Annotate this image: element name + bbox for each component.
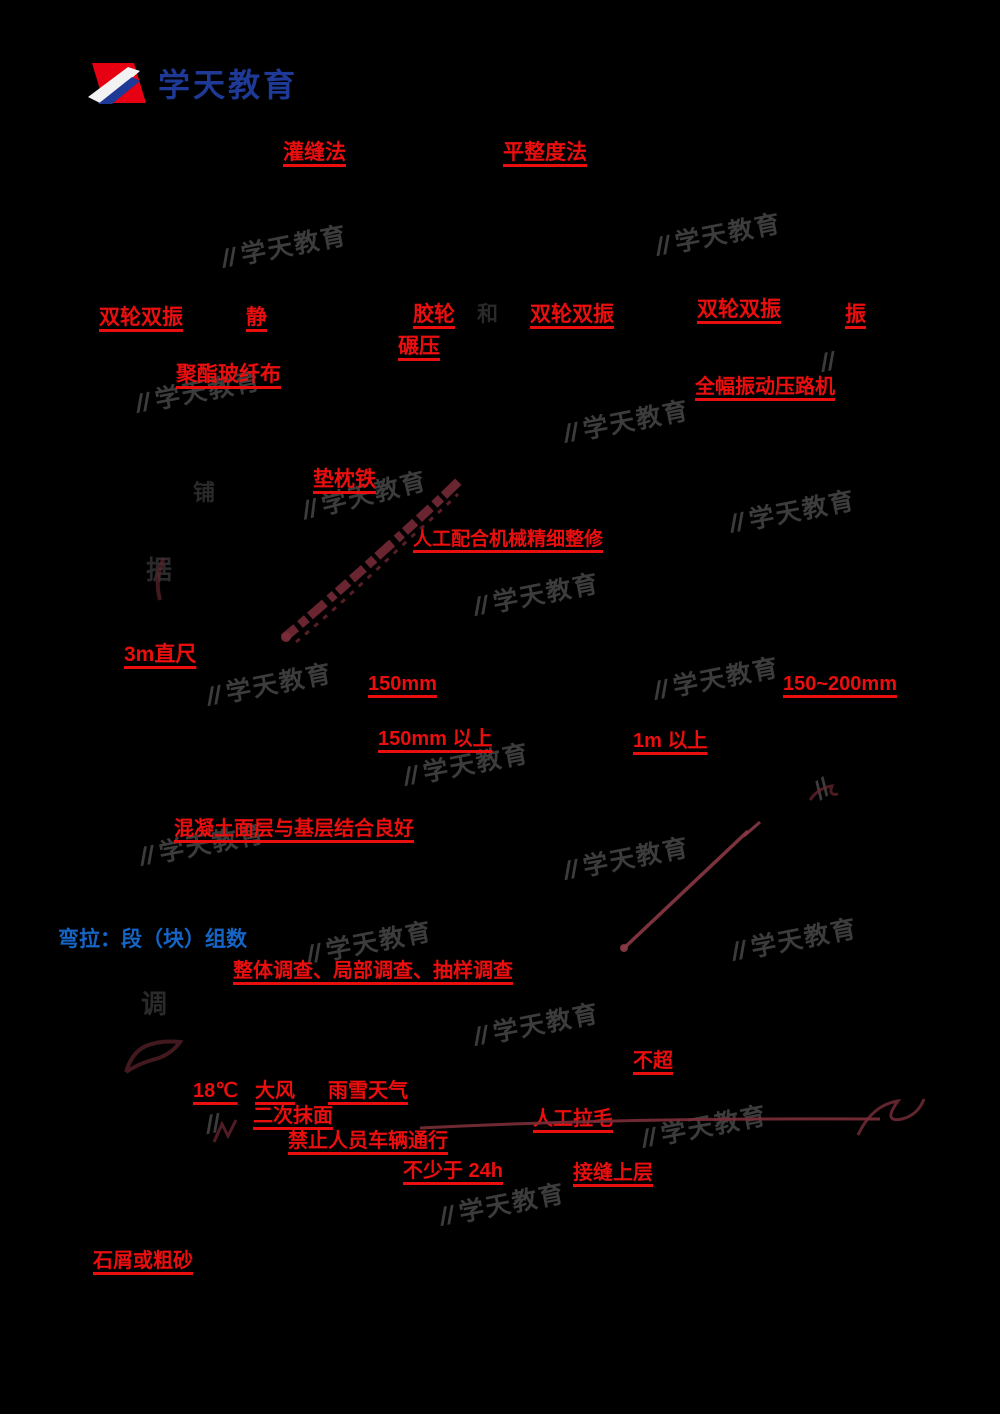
answer-dafeng: 大风 bbox=[255, 1080, 295, 1102]
watermark-swoosh-icon: // bbox=[727, 508, 747, 539]
answer-surface-base-bond: 混凝土面层与基层结合良好 bbox=[174, 818, 414, 840]
watermark: //学天教育 bbox=[470, 994, 602, 1054]
answer-jiaolun: 胶轮 bbox=[413, 303, 455, 326]
watermark-swoosh-icon: // bbox=[818, 347, 837, 378]
watermark-swoosh-icon: // bbox=[401, 761, 421, 792]
xuetian-logo-text: 学天教育 bbox=[158, 67, 299, 103]
answer-jiefeng-shangceng: 接缝上层 bbox=[573, 1162, 653, 1184]
answer-dianzhentie: 垫枕铁 bbox=[313, 468, 376, 491]
watermark: //学天教育 bbox=[203, 654, 335, 714]
answer-150-200mm: 150~200mm bbox=[783, 673, 897, 695]
answer-3m-straightedge: 3m直尺 bbox=[124, 643, 197, 666]
watermark-text: 学天教育 bbox=[672, 209, 785, 258]
watermark: //学天教育 bbox=[218, 216, 350, 276]
watermark-text: 学天教育 bbox=[658, 1101, 771, 1150]
answer-150mm: 150mm bbox=[368, 673, 437, 695]
answer-single-char-zhen: 振 bbox=[845, 303, 866, 326]
watermark-swoosh-icon: // bbox=[561, 855, 581, 886]
watermark-swoosh-icon: // bbox=[219, 243, 239, 274]
watermark-text: 学天教育 bbox=[746, 486, 859, 535]
watermark-swoosh-icon: // bbox=[653, 231, 673, 262]
answer-manual-texturing: 人工拉毛 bbox=[533, 1108, 613, 1130]
answer-geotextile: 聚酯玻纤布 bbox=[176, 363, 281, 386]
answer-no-traffic: 禁止人员车辆通行 bbox=[288, 1130, 448, 1152]
watermark-swoosh-icon: // bbox=[808, 774, 836, 805]
text-puzhu: 铺 bbox=[193, 480, 216, 505]
watermark: //学天教育 bbox=[638, 1096, 770, 1156]
answer-roller-mid: 双轮双振 bbox=[530, 303, 614, 326]
watermark-swoosh-icon: // bbox=[203, 1109, 222, 1140]
answer-second-troweling: 二次抹面 bbox=[253, 1105, 333, 1127]
xuetian-logo: 学天教育 bbox=[88, 60, 298, 106]
answer-pingzhengdufa: 平整度法 bbox=[503, 141, 587, 164]
watermark: // bbox=[818, 346, 843, 378]
watermark-swoosh-icon: // bbox=[299, 494, 320, 525]
watermark-swoosh-icon: // bbox=[137, 841, 157, 872]
answer-survey-methods: 整体调查、局部调查、抽样调查 bbox=[233, 960, 513, 982]
watermark-swoosh-icon: // bbox=[729, 936, 749, 967]
watermark-text: 学天教育 bbox=[580, 833, 693, 882]
answer-buchao: 不超 bbox=[633, 1050, 673, 1072]
watermark-text: 学天教育 bbox=[456, 1179, 569, 1228]
watermark: //学天教育 bbox=[726, 481, 858, 541]
watermark: //学天教育 bbox=[560, 828, 692, 888]
watermark: //学天教育 bbox=[560, 391, 692, 451]
text-he: 和 bbox=[477, 303, 498, 326]
note-wanla-blue: 弯拉：段（块）组数 bbox=[58, 928, 247, 951]
text-diao: 调 bbox=[141, 989, 168, 1019]
watermark-text: 学天教育 bbox=[490, 999, 603, 1048]
answer-roller-left: 双轮双振 bbox=[99, 306, 183, 329]
answer-18c: 18℃ bbox=[193, 1080, 238, 1102]
watermark-swoosh-icon: // bbox=[561, 418, 581, 449]
watermark-text: 学天教育 bbox=[238, 221, 351, 270]
watermark-swoosh-icon: // bbox=[204, 681, 224, 712]
watermark-swoosh-icon: // bbox=[471, 591, 491, 622]
watermark: //学天教育 bbox=[652, 204, 784, 264]
answer-rain-snow: 雨雪天气 bbox=[328, 1080, 408, 1102]
xuetian-logo-icon bbox=[88, 63, 146, 104]
answer-manual-finishing: 人工配合机械精细整修 bbox=[413, 529, 604, 550]
watermark-text: 学天教育 bbox=[670, 653, 783, 702]
watermark: // bbox=[203, 1108, 228, 1140]
answer-guanfengfa: 灌缝法 bbox=[283, 141, 346, 164]
watermark: //学天教育 bbox=[470, 564, 602, 624]
answer-150mm-above: 150mm 以上 bbox=[378, 728, 493, 750]
answer-stone-chips-sand: 石屑或粗砂 bbox=[93, 1250, 193, 1272]
watermark: //学天教育 bbox=[650, 648, 782, 708]
watermark-text: 学天教育 bbox=[490, 569, 603, 618]
watermark-text: 学天教育 bbox=[223, 659, 336, 708]
watermark-text: 学天教育 bbox=[580, 396, 693, 445]
watermark-swoosh-icon: // bbox=[471, 1021, 491, 1052]
watermark: //学天教育 bbox=[728, 909, 860, 969]
text-ju: 据 bbox=[146, 555, 173, 585]
answer-single-char-jing: 静 bbox=[246, 306, 267, 329]
answer-1m-above: 1m 以上 bbox=[633, 730, 708, 752]
watermark-swoosh-icon: // bbox=[437, 1201, 457, 1232]
answer-roller-right: 双轮双振 bbox=[697, 298, 781, 321]
answer-not-less-24h: 不少于 24h bbox=[403, 1160, 504, 1182]
watermark-swoosh-icon: // bbox=[639, 1123, 659, 1154]
answer-full-width-roller: 全幅振动压路机 bbox=[695, 376, 835, 398]
watermark: // bbox=[808, 771, 841, 806]
watermark-swoosh-icon: // bbox=[651, 675, 671, 706]
watermark-swoosh-icon: // bbox=[133, 388, 153, 419]
watermark-text: 学天教育 bbox=[323, 917, 436, 966]
watermark-text: 学天教育 bbox=[748, 914, 861, 963]
answer-nianya: 碾压 bbox=[398, 335, 440, 358]
